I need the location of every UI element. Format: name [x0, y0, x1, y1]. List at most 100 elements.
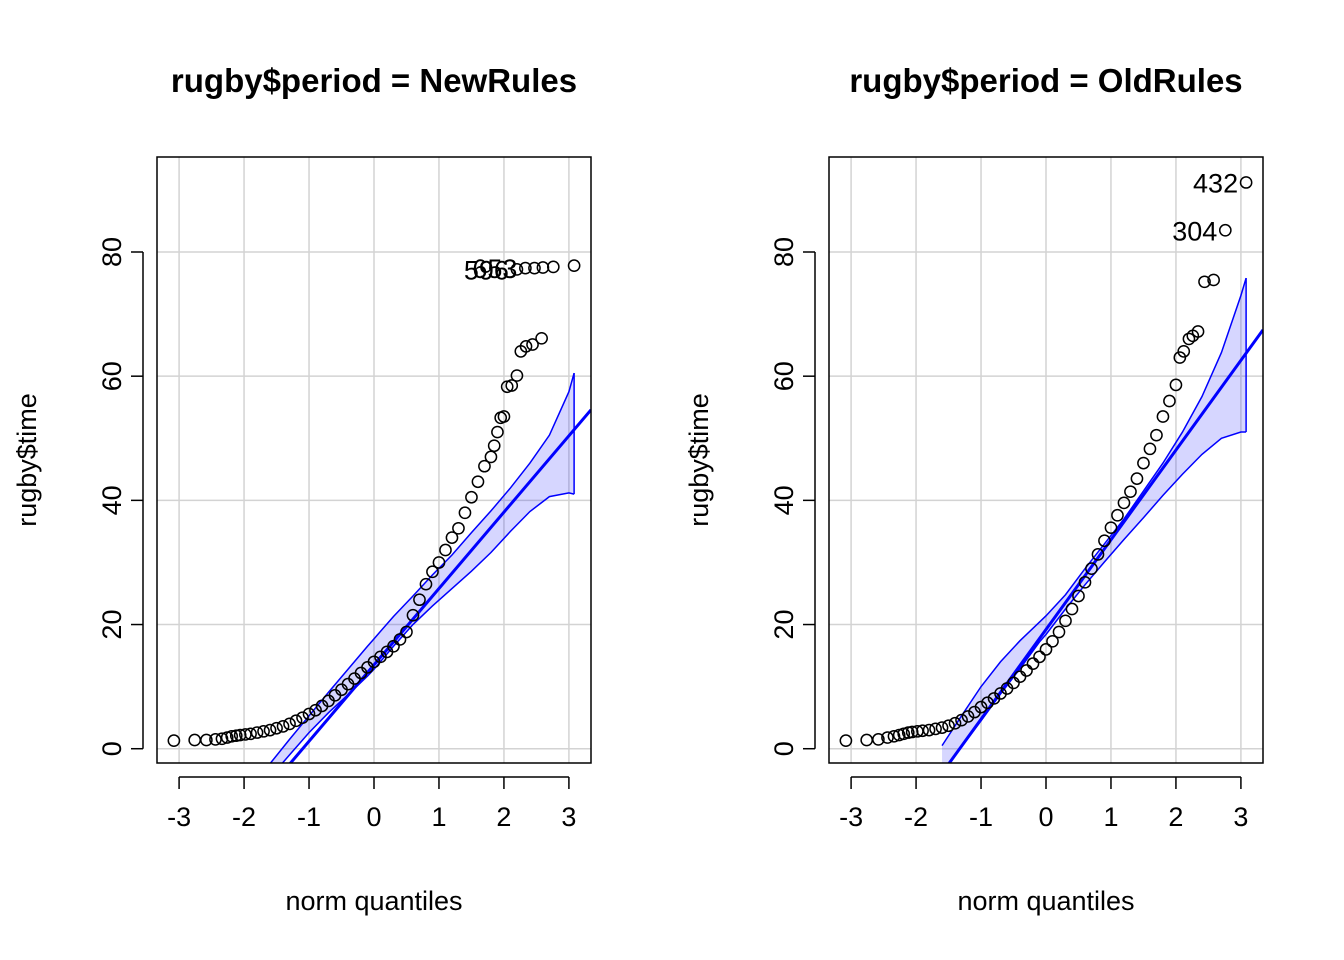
axes: -3 -2 -1 0 1 2 3 0 20 40 60 80 — [769, 237, 1248, 832]
data-point — [439, 543, 452, 557]
y-tick-label: 60 — [769, 361, 799, 391]
data-point — [546, 260, 560, 274]
data-point — [961, 710, 975, 723]
data-point — [1156, 410, 1170, 423]
data-point — [1182, 332, 1196, 346]
data-point — [1104, 521, 1118, 535]
data-point — [257, 724, 270, 738]
point-label: 432 — [1193, 168, 1238, 198]
data-point — [519, 261, 532, 275]
x-tick-label: -1 — [969, 802, 993, 832]
data-point — [471, 475, 485, 489]
plot-frame — [156, 156, 592, 764]
data-point — [497, 410, 511, 423]
data-point — [881, 731, 894, 744]
data-point — [1020, 664, 1033, 677]
data-point — [432, 556, 446, 569]
data-point — [942, 719, 955, 733]
point-labels: 304 432 — [1172, 168, 1238, 246]
data-point — [225, 729, 239, 743]
data-point — [1033, 650, 1046, 664]
data-point — [309, 703, 322, 717]
y-tick-label: 40 — [769, 485, 799, 515]
data-point — [510, 369, 524, 382]
data-points — [167, 259, 581, 747]
data-point — [239, 728, 252, 741]
x-tick-label: -3 — [167, 802, 191, 832]
reference-line-segment — [288, 408, 591, 763]
data-point — [1169, 378, 1183, 392]
data-point — [1191, 325, 1205, 338]
data-point — [955, 713, 968, 727]
data-point — [1065, 602, 1079, 616]
data-point — [393, 633, 407, 646]
data-point — [419, 577, 433, 591]
data-point — [1117, 496, 1131, 510]
x-tick-label: 3 — [1233, 802, 1248, 832]
point-label: 304 — [1172, 216, 1217, 246]
data-point — [935, 721, 949, 734]
x-tick-label: 2 — [496, 802, 511, 832]
x-tick-label: -1 — [297, 802, 321, 832]
y-tick-label: 60 — [97, 361, 127, 391]
x-tick-label: 1 — [431, 802, 446, 832]
x-tick-label: 1 — [1103, 802, 1118, 832]
point-label: 653 — [472, 254, 517, 284]
data-point — [1039, 643, 1053, 656]
data-point — [1124, 485, 1137, 499]
data-point — [491, 425, 504, 439]
reference-line — [288, 408, 591, 763]
data-point — [1026, 657, 1040, 671]
data-point — [519, 340, 533, 353]
data-point — [465, 490, 478, 504]
data-point — [1111, 508, 1124, 522]
y-tick-label: 20 — [97, 610, 127, 640]
data-point — [445, 531, 459, 544]
data-point — [478, 459, 491, 473]
data-point — [1198, 275, 1211, 289]
data-point — [536, 261, 550, 274]
x-tick-label: 0 — [366, 802, 381, 832]
data-point — [167, 734, 181, 747]
grid — [157, 157, 591, 763]
data-point — [1072, 589, 1085, 603]
data-point — [528, 261, 541, 275]
panel-title: rugby$period = OldRules — [849, 62, 1242, 99]
data-point — [526, 338, 539, 351]
data-point — [887, 729, 901, 743]
data-point — [200, 733, 213, 747]
data-point — [567, 259, 581, 273]
data-point — [510, 263, 524, 276]
data-point — [458, 506, 472, 520]
y-tick-label: 0 — [769, 741, 799, 756]
data-point — [215, 732, 229, 746]
data-point — [981, 696, 994, 710]
data-point — [387, 639, 400, 653]
data-point — [1052, 625, 1066, 639]
axes: -3 -2 -1 0 1 2 3 0 20 40 60 80 — [97, 237, 576, 832]
data-point — [505, 379, 519, 392]
data-point — [974, 700, 988, 714]
x-axis-label: norm quantiles — [285, 886, 462, 916]
x-tick-label: -2 — [232, 802, 256, 832]
data-point — [1098, 534, 1111, 548]
data-point — [244, 727, 257, 741]
data-point — [302, 707, 316, 721]
reference-line-segment — [947, 328, 1263, 763]
point-label: 596 — [464, 255, 509, 285]
envelope-upper — [941, 277, 1247, 747]
data-point — [922, 723, 936, 737]
data-point — [296, 711, 309, 725]
data-point — [400, 625, 413, 639]
data-point — [406, 608, 420, 622]
data-point — [1218, 223, 1232, 237]
x-tick-label: -3 — [839, 802, 863, 832]
data-point — [1143, 442, 1157, 456]
data-point — [1091, 548, 1105, 561]
data-point — [839, 734, 853, 747]
data-point — [276, 720, 290, 733]
data-point — [289, 714, 303, 728]
data-point — [413, 593, 426, 607]
